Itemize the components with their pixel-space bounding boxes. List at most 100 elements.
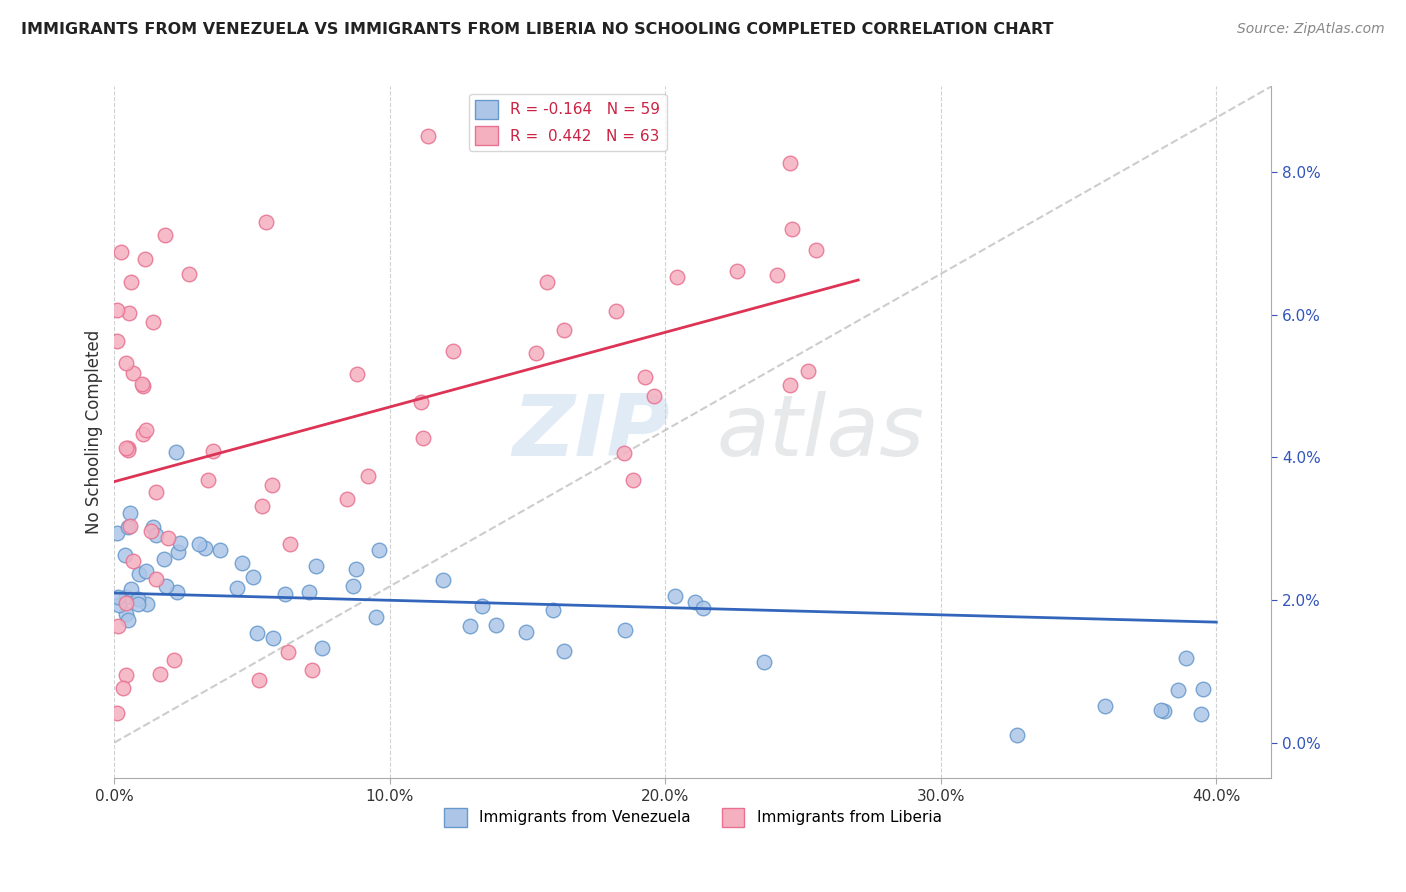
Point xyxy=(254,215,277,229)
Point xyxy=(120,518,142,533)
Point xyxy=(122,554,145,568)
Point xyxy=(188,536,211,550)
Point xyxy=(118,506,141,520)
Point xyxy=(277,645,299,659)
Point xyxy=(209,542,232,557)
Point xyxy=(262,478,284,492)
Point xyxy=(1189,707,1212,722)
Point xyxy=(634,369,657,384)
Point xyxy=(145,485,167,500)
Point xyxy=(664,589,686,603)
Point xyxy=(111,681,134,695)
Point xyxy=(1191,681,1213,696)
Point xyxy=(169,536,191,550)
Point xyxy=(127,592,149,607)
Point xyxy=(105,334,128,348)
Point xyxy=(368,542,391,557)
Point xyxy=(524,346,547,360)
Point xyxy=(1175,650,1198,665)
Text: atlas: atlas xyxy=(716,391,924,474)
Point xyxy=(411,394,433,409)
Point xyxy=(155,578,177,592)
Point xyxy=(107,591,129,605)
Legend: Immigrants from Venezuela, Immigrants from Liberia: Immigrants from Venezuela, Immigrants fr… xyxy=(439,802,948,833)
Point xyxy=(141,524,163,538)
Point xyxy=(754,656,776,670)
Point xyxy=(666,269,689,284)
Point xyxy=(806,243,828,257)
Point xyxy=(458,618,481,632)
Point xyxy=(107,619,129,633)
Point xyxy=(692,601,714,615)
Point xyxy=(166,584,188,599)
Point xyxy=(1005,728,1028,742)
Point xyxy=(683,595,706,609)
Point xyxy=(797,364,820,378)
Point xyxy=(115,607,138,621)
Point xyxy=(115,668,138,682)
Point xyxy=(779,156,801,170)
Point xyxy=(157,531,180,545)
Point xyxy=(153,228,176,243)
Point xyxy=(416,129,439,144)
Point xyxy=(766,268,789,282)
Point xyxy=(115,357,138,371)
Point xyxy=(553,323,575,337)
Point xyxy=(120,275,142,289)
Point xyxy=(536,275,558,289)
Point xyxy=(122,366,145,380)
Point xyxy=(145,572,167,586)
Text: ZIP: ZIP xyxy=(512,391,669,474)
Point xyxy=(105,302,128,317)
Point xyxy=(105,706,128,721)
Point xyxy=(132,426,155,441)
Point xyxy=(1167,682,1189,697)
Point xyxy=(356,468,378,483)
Point xyxy=(246,626,269,640)
Point xyxy=(114,441,136,455)
Point xyxy=(145,528,167,542)
Point xyxy=(118,306,141,320)
Point xyxy=(621,473,644,487)
Point xyxy=(117,442,139,457)
Point xyxy=(298,584,321,599)
Point xyxy=(643,389,665,403)
Y-axis label: No Schooling Completed: No Schooling Completed xyxy=(86,330,103,534)
Point xyxy=(412,431,434,445)
Point xyxy=(117,442,139,456)
Point xyxy=(432,573,454,587)
Point xyxy=(134,252,156,266)
Point xyxy=(231,556,253,570)
Point xyxy=(782,222,804,236)
Point xyxy=(135,598,157,612)
Point xyxy=(364,610,387,624)
Point xyxy=(336,492,359,507)
Point xyxy=(127,598,149,612)
Point xyxy=(114,548,136,562)
Point xyxy=(105,525,128,540)
Point xyxy=(342,579,364,593)
Point xyxy=(471,599,494,613)
Point xyxy=(226,581,249,595)
Point xyxy=(120,582,142,596)
Point xyxy=(553,643,575,657)
Point xyxy=(1150,703,1173,717)
Point xyxy=(117,520,139,534)
Point xyxy=(441,343,464,358)
Point xyxy=(779,378,801,392)
Point xyxy=(107,598,129,612)
Point xyxy=(153,551,176,566)
Point xyxy=(274,587,297,601)
Point xyxy=(725,264,748,278)
Point xyxy=(346,367,368,381)
Text: IMMIGRANTS FROM VENEZUELA VS IMMIGRANTS FROM LIBERIA NO SCHOOLING COMPLETED CORR: IMMIGRANTS FROM VENEZUELA VS IMMIGRANTS … xyxy=(21,22,1053,37)
Point xyxy=(344,561,367,575)
Point xyxy=(135,564,157,578)
Point xyxy=(132,378,155,392)
Point xyxy=(117,613,139,627)
Point xyxy=(142,520,165,534)
Point xyxy=(110,244,132,259)
Point xyxy=(202,443,225,458)
Point xyxy=(115,590,138,604)
Point xyxy=(605,304,627,318)
